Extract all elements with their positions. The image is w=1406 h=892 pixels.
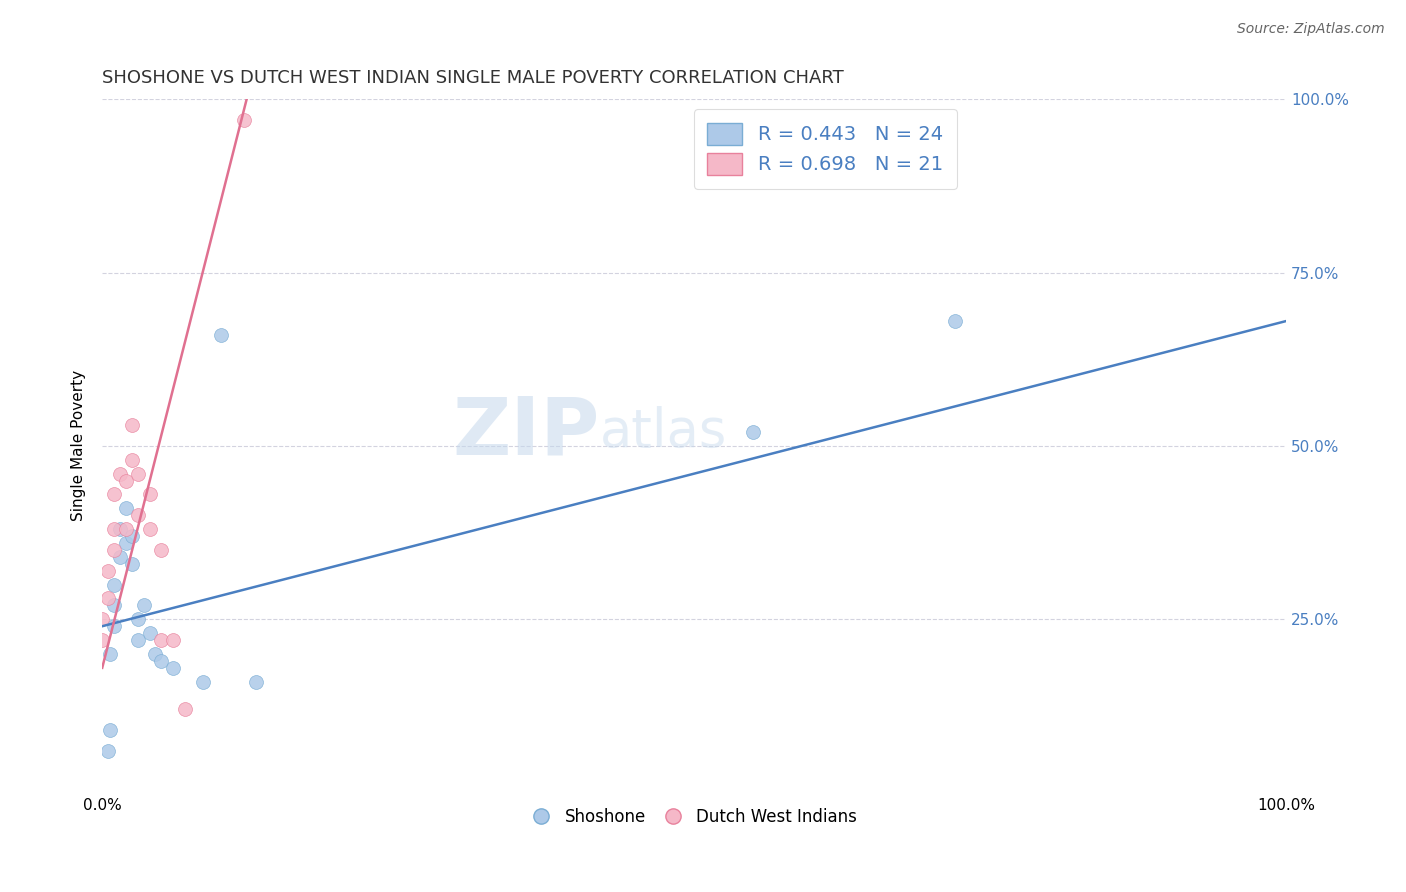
Text: Source: ZipAtlas.com: Source: ZipAtlas.com (1237, 22, 1385, 37)
Point (91, 633, 114, 648)
Legend: Shoshone, Dutch West Indians: Shoshone, Dutch West Indians (524, 802, 863, 833)
Point (121, 557, 143, 571)
Point (100, 647, 122, 661)
Text: ZIP: ZIP (453, 393, 599, 471)
Point (97, 564, 120, 578)
Point (103, 599, 125, 613)
Point (103, 487, 125, 501)
Point (115, 522, 138, 536)
Point (127, 633, 149, 648)
Point (138, 626, 160, 640)
Point (233, 113, 256, 128)
Point (127, 612, 149, 626)
Point (100, 723, 122, 738)
Point (245, 674, 267, 689)
Point (121, 529, 143, 543)
Point (121, 418, 143, 433)
Point (127, 467, 149, 481)
Point (150, 633, 173, 648)
Point (115, 474, 138, 488)
Text: atlas: atlas (599, 406, 727, 458)
Point (108, 467, 131, 481)
Point (115, 501, 138, 516)
Point (150, 654, 173, 668)
Point (103, 619, 125, 633)
Point (162, 661, 184, 675)
Point (115, 536, 138, 550)
Y-axis label: Single Male Poverty: Single Male Poverty (72, 370, 86, 522)
Point (103, 522, 125, 536)
Point (174, 702, 197, 716)
Point (127, 508, 149, 523)
Point (742, 425, 765, 439)
Point (209, 328, 232, 343)
Point (103, 577, 125, 591)
Point (97, 591, 120, 606)
Point (108, 522, 131, 536)
Point (132, 599, 155, 613)
Point (191, 674, 214, 689)
Point (121, 452, 143, 467)
Point (145, 647, 167, 661)
Point (150, 543, 173, 558)
Text: SHOSHONE VS DUTCH WEST INDIAN SINGLE MALE POVERTY CORRELATION CHART: SHOSHONE VS DUTCH WEST INDIAN SINGLE MAL… (103, 69, 844, 87)
Point (91, 612, 114, 626)
Point (162, 633, 184, 648)
Point (138, 522, 160, 536)
Point (97, 744, 120, 758)
Point (108, 549, 131, 564)
Point (943, 314, 966, 328)
Point (103, 543, 125, 558)
Point (138, 487, 160, 501)
